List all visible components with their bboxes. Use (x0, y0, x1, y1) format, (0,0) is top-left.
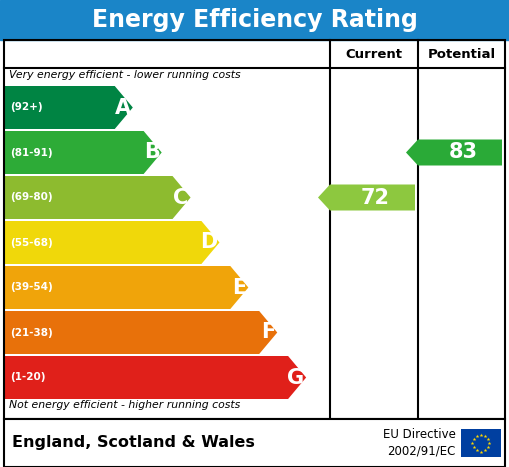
Polygon shape (406, 140, 502, 165)
Text: Not energy efficient - higher running costs: Not energy efficient - higher running co… (9, 400, 240, 410)
Text: Energy Efficiency Rating: Energy Efficiency Rating (92, 8, 417, 32)
Bar (461, 429, 501, 457)
Bar (0, 0, 509, 40)
Text: Potential: Potential (428, 48, 496, 61)
Polygon shape (4, 176, 190, 219)
Polygon shape (4, 356, 306, 399)
Text: A: A (115, 98, 131, 118)
Text: 72: 72 (361, 187, 390, 207)
Text: Current: Current (346, 48, 403, 61)
Text: (21-38): (21-38) (10, 327, 53, 338)
Polygon shape (4, 131, 162, 174)
Polygon shape (4, 266, 248, 309)
Text: 83: 83 (448, 142, 477, 163)
Text: B: B (144, 142, 160, 163)
Text: (1-20): (1-20) (10, 373, 45, 382)
Text: C: C (174, 187, 189, 207)
Polygon shape (4, 86, 133, 129)
Text: (81-91): (81-91) (10, 148, 52, 157)
Text: Very energy efficient - lower running costs: Very energy efficient - lower running co… (9, 70, 241, 80)
Text: (92+): (92+) (10, 102, 43, 113)
Text: (69-80): (69-80) (10, 192, 52, 203)
Polygon shape (4, 221, 219, 264)
Text: (55-68): (55-68) (10, 238, 53, 248)
Bar (4, 419, 505, 467)
Text: G: G (287, 368, 304, 388)
Text: England, Scotland & Wales: England, Scotland & Wales (12, 436, 255, 451)
Text: EU Directive
2002/91/EC: EU Directive 2002/91/EC (383, 428, 456, 458)
Polygon shape (318, 184, 415, 211)
Text: F: F (261, 323, 275, 342)
Bar (4, 40, 505, 419)
Polygon shape (4, 311, 277, 354)
Text: (39-54): (39-54) (10, 283, 53, 292)
Text: D: D (200, 233, 217, 253)
Text: E: E (232, 277, 246, 297)
